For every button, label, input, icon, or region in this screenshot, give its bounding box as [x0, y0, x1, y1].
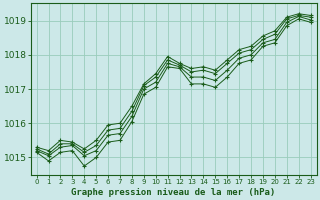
X-axis label: Graphe pression niveau de la mer (hPa): Graphe pression niveau de la mer (hPa)	[71, 188, 276, 197]
